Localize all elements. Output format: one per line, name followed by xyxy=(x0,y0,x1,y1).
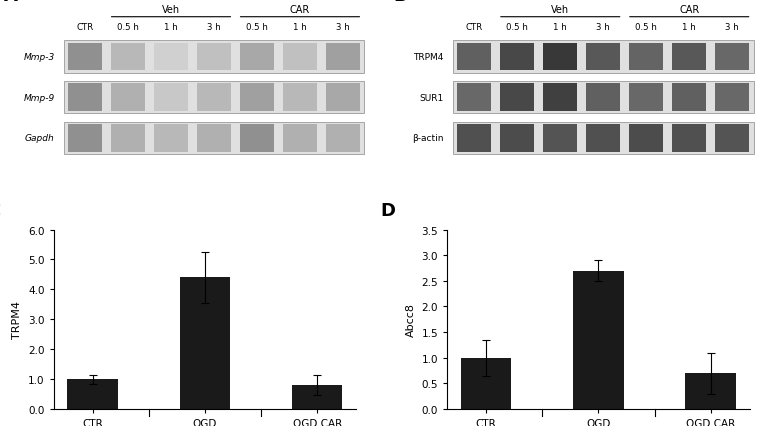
Text: SUR1: SUR1 xyxy=(419,93,444,102)
Text: Mmp-9: Mmp-9 xyxy=(23,93,54,102)
Bar xyxy=(63,82,364,114)
Bar xyxy=(457,84,491,112)
Text: 3 h: 3 h xyxy=(725,23,739,32)
Bar xyxy=(111,84,145,112)
Bar xyxy=(67,379,118,409)
Bar xyxy=(283,84,317,112)
Bar xyxy=(629,84,663,112)
Bar xyxy=(63,41,364,74)
Bar xyxy=(573,271,623,409)
Bar xyxy=(543,125,578,153)
Text: 3 h: 3 h xyxy=(336,23,350,32)
Bar xyxy=(457,43,491,71)
Bar xyxy=(453,41,754,74)
Text: A: A xyxy=(4,0,18,5)
Bar xyxy=(586,125,620,153)
Text: 1 h: 1 h xyxy=(293,23,307,32)
Bar xyxy=(453,122,754,155)
Text: CTR: CTR xyxy=(76,23,93,32)
Bar xyxy=(586,84,620,112)
Bar xyxy=(629,43,663,71)
Bar xyxy=(180,278,230,409)
Bar xyxy=(326,125,360,153)
Bar xyxy=(685,373,736,409)
Bar xyxy=(715,43,750,71)
Bar xyxy=(197,43,231,71)
Bar xyxy=(197,125,231,153)
Bar xyxy=(457,125,491,153)
Y-axis label: TRPM4: TRPM4 xyxy=(12,301,22,338)
Bar xyxy=(326,84,360,112)
Bar xyxy=(154,43,188,71)
Bar xyxy=(68,125,103,153)
Text: 3 h: 3 h xyxy=(597,23,610,32)
Text: CAR: CAR xyxy=(679,5,699,15)
Bar xyxy=(326,43,360,71)
Bar xyxy=(283,125,317,153)
Bar xyxy=(111,125,145,153)
Text: Veh: Veh xyxy=(162,5,180,15)
Text: CTR: CTR xyxy=(466,23,483,32)
Bar xyxy=(68,84,103,112)
Text: 3 h: 3 h xyxy=(207,23,221,32)
Text: Veh: Veh xyxy=(552,5,569,15)
Text: Gapdh: Gapdh xyxy=(24,134,54,143)
Bar xyxy=(672,43,706,71)
Text: B: B xyxy=(393,0,407,5)
Bar xyxy=(543,84,578,112)
Bar xyxy=(715,125,750,153)
Bar xyxy=(500,84,535,112)
Text: 1 h: 1 h xyxy=(553,23,567,32)
Bar xyxy=(111,43,145,71)
Bar xyxy=(629,125,663,153)
Text: CAR: CAR xyxy=(290,5,310,15)
Bar xyxy=(292,385,343,409)
Text: TRPM4: TRPM4 xyxy=(413,53,444,62)
Text: β-actin: β-actin xyxy=(412,134,444,143)
Bar xyxy=(239,84,274,112)
Text: D: D xyxy=(380,201,396,219)
Y-axis label: Abcc8: Abcc8 xyxy=(405,302,416,337)
Text: 1 h: 1 h xyxy=(164,23,178,32)
Bar xyxy=(500,43,535,71)
Bar xyxy=(672,125,706,153)
Bar xyxy=(500,125,535,153)
Bar xyxy=(453,82,754,114)
Bar xyxy=(154,84,188,112)
Text: 0.5 h: 0.5 h xyxy=(117,23,139,32)
Text: 1 h: 1 h xyxy=(682,23,696,32)
Text: Mmp-3: Mmp-3 xyxy=(23,53,54,62)
Bar xyxy=(154,125,188,153)
Bar xyxy=(283,43,317,71)
Bar xyxy=(461,358,511,409)
Text: 0.5 h: 0.5 h xyxy=(506,23,528,32)
Bar xyxy=(715,84,750,112)
Bar xyxy=(63,122,364,155)
Bar xyxy=(239,43,274,71)
Bar xyxy=(672,84,706,112)
Bar xyxy=(586,43,620,71)
Bar xyxy=(197,84,231,112)
Bar xyxy=(68,43,103,71)
Text: 0.5 h: 0.5 h xyxy=(246,23,268,32)
Bar xyxy=(239,125,274,153)
Bar xyxy=(543,43,578,71)
Text: 0.5 h: 0.5 h xyxy=(635,23,657,32)
